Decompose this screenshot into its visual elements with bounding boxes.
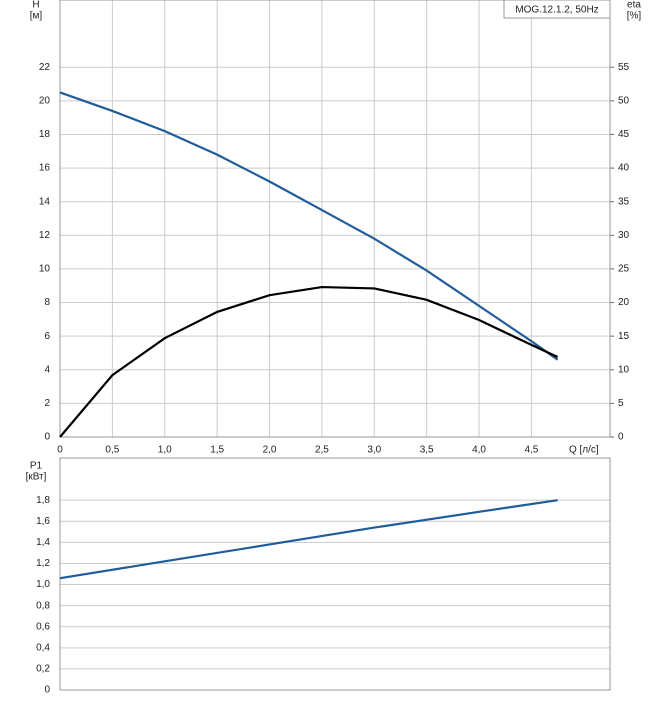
y-axis-label: H <box>32 0 39 11</box>
y-tick-label: 18 <box>39 129 51 140</box>
x-tick-label: 2,0 <box>263 445 277 456</box>
y-tick-label: 0,2 <box>36 664 50 675</box>
plot-border <box>59 457 611 691</box>
x-tick-label: 2,5 <box>315 445 329 456</box>
legend-label: MOG.12.1.2, 50Hz <box>515 5 598 16</box>
y2-axis-label: eta <box>627 0 641 11</box>
legend-box <box>503 0 611 19</box>
y2-tick-label: 55 <box>618 62 630 73</box>
y-tick-label: 1,8 <box>36 495 50 506</box>
x-tick-label: 1,5 <box>210 445 224 456</box>
y-tick-label: 6 <box>44 331 50 342</box>
y-tick-label: 1,6 <box>36 516 50 527</box>
y-axis-unit: [кВт] <box>26 472 47 483</box>
x-tick-label: 4,5 <box>524 445 538 456</box>
y-tick-label: 1,4 <box>36 537 50 548</box>
y-tick-label: 16 <box>39 163 51 174</box>
y2-tick-label: 0 <box>618 432 624 443</box>
y-tick-label: 12 <box>39 230 51 241</box>
y-axis-label: P1 <box>30 461 43 472</box>
y-tick-label: 8 <box>44 297 50 308</box>
y-tick-label: 0,6 <box>36 621 50 632</box>
x-tick-label: 0 <box>57 445 63 456</box>
curve <box>59 285 559 438</box>
y2-tick-label: 35 <box>618 196 630 207</box>
y-tick-label: 10 <box>39 264 51 275</box>
x-tick-label: 1,0 <box>158 445 172 456</box>
y2-tick-label: 30 <box>618 230 630 241</box>
y2-tick-label: 5 <box>618 398 624 409</box>
y-tick-label: 2 <box>44 398 50 409</box>
y-tick-label: 0 <box>44 685 50 696</box>
x-tick-label: 0,5 <box>105 445 119 456</box>
curve <box>59 91 559 361</box>
curve <box>59 499 558 580</box>
y2-tick-label: 20 <box>618 297 630 308</box>
y-tick-label: 22 <box>39 62 51 73</box>
y2-tick-label: 40 <box>618 163 630 174</box>
y2-axis-unit: [%] <box>627 11 642 22</box>
plot-border <box>59 0 611 438</box>
y2-tick-label: 10 <box>618 364 630 375</box>
x-tick-label: 3,0 <box>367 445 381 456</box>
plot-area <box>59 457 611 691</box>
x-axis-label: Q [л/с] <box>569 445 599 456</box>
y2-tick-label: 15 <box>618 331 630 342</box>
y-tick-label: 0 <box>44 432 50 443</box>
y-axis-unit: [м] <box>30 11 43 22</box>
plot-area <box>59 0 611 438</box>
y-tick-label: 20 <box>39 95 51 106</box>
y-tick-label: 0,4 <box>36 642 50 653</box>
y-tick-label: 1,2 <box>36 558 50 569</box>
y2-tick-label: 45 <box>618 129 630 140</box>
y-tick-label: 4 <box>44 364 50 375</box>
y-tick-label: 0,8 <box>36 600 50 611</box>
y2-tick-label: 25 <box>618 264 630 275</box>
x-tick-label: 3,5 <box>420 445 434 456</box>
y2-tick-label: 50 <box>618 95 630 106</box>
x-tick-label: 4,0 <box>472 445 486 456</box>
y-tick-label: 14 <box>39 196 51 207</box>
y-tick-label: 1,0 <box>36 579 50 590</box>
